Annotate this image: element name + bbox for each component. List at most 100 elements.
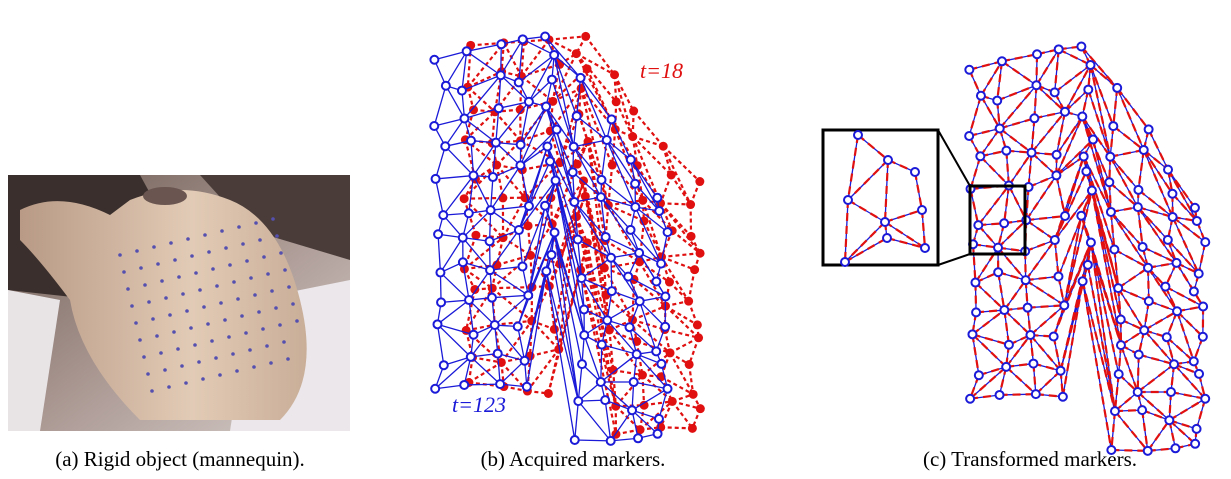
marker [1134,186,1142,194]
marker [1201,238,1209,246]
marker [1145,125,1153,133]
marker [547,251,555,259]
marker-dot [169,241,173,245]
marker-dot [134,321,138,325]
marker-dot [186,237,190,241]
mesh-acquired [430,32,705,445]
marker [488,284,497,293]
marker [667,170,676,179]
marker-dot [194,271,198,275]
marker-dot [172,330,176,334]
marker [628,132,637,141]
marker [498,193,507,202]
marker [693,320,702,329]
marker [578,274,586,282]
marker [550,51,558,59]
marker-dot [203,233,207,237]
marker [1050,333,1058,341]
mesh-edge [1118,268,1148,288]
marker [580,305,588,313]
marker [1195,270,1203,278]
marker [437,298,445,306]
marker [570,198,578,206]
marker-dot [257,310,261,314]
marker [1117,315,1125,323]
marker [1191,204,1199,212]
marker [689,390,698,399]
marker [1138,406,1146,414]
marker-dot [167,385,171,389]
marker [1117,341,1125,349]
mesh-edge [971,156,981,189]
marker [1077,42,1085,50]
marker [542,103,550,111]
marker-dot [262,255,266,259]
marker [551,228,559,236]
marker [854,131,862,139]
photo [8,175,350,431]
marker-dot [135,249,139,253]
marker [657,260,665,268]
marker [580,331,588,339]
marker [496,380,504,388]
marker-dot [184,381,188,385]
annotation: t=123 [452,392,506,417]
marker [602,233,610,241]
marker [633,350,641,358]
marker [638,371,647,380]
marker [519,35,527,43]
mesh-edge [469,362,501,382]
marker [459,234,467,242]
marker [665,278,674,287]
marker-dot [258,238,262,242]
marker-dot [218,373,222,377]
marker [1109,122,1117,130]
marker [1082,167,1090,175]
mesh-edge [519,230,523,266]
caption: (a) Rigid object (mannequin). [55,447,305,471]
marker-dot [214,356,218,360]
marker-dot [265,344,269,348]
marker [1114,284,1122,292]
annotation: t=18 [640,58,683,83]
mesh-edge [434,86,446,126]
marker-dot [193,343,197,347]
marker [965,132,973,140]
marker-dot [207,250,211,254]
mesh-edge [644,221,662,257]
marker-dot [254,221,258,225]
marker [439,211,447,219]
marker [581,32,590,41]
mesh-edge [436,146,446,179]
marker [523,383,531,391]
marker [664,385,672,393]
marker [1199,302,1207,310]
marker [574,236,582,244]
marker-dot [266,272,270,276]
marker [1169,213,1177,221]
mesh-edge [495,321,532,325]
marker [635,249,643,257]
marker-dot [118,253,122,257]
marker [516,161,524,169]
marker [1079,277,1087,285]
marker-dot [237,225,241,229]
marker [459,258,467,266]
marker [636,297,644,305]
marker-dot [177,275,181,279]
marker [668,397,677,406]
marker-dot [152,245,156,249]
marker [544,389,553,398]
marker [465,209,473,217]
marker [1134,388,1142,396]
marker-dot [236,297,240,301]
marker-dot [122,270,126,274]
marker [627,226,635,234]
marker-dot [150,389,154,393]
mesh-edge [473,176,490,211]
marker-dot [173,258,177,262]
mesh-edge [611,410,632,441]
marker [1032,81,1040,89]
marker [541,32,549,40]
marker [1107,208,1115,216]
